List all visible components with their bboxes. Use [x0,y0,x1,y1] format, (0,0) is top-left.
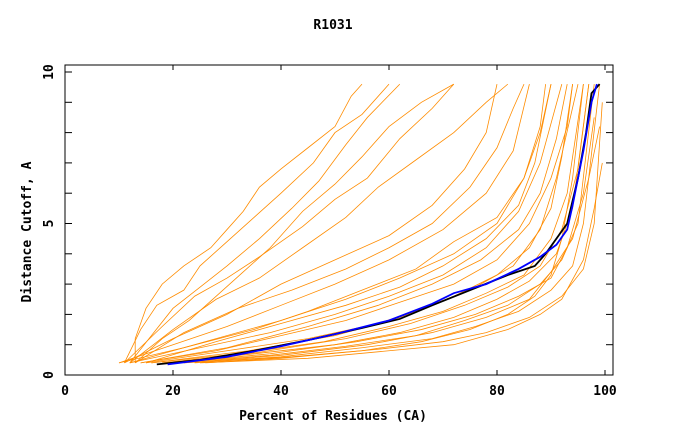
series-line-models-7 [118,84,552,364]
series-line-models-24 [124,83,455,364]
series-group [118,83,603,366]
y-tick-label: 5 [42,220,57,228]
x-tick-label: 0 [61,384,69,399]
y-tick-label: 0 [42,371,57,379]
series-line-models-12 [162,84,590,364]
series-line-models-3 [134,83,454,364]
series-line-models-16 [199,162,603,364]
y-axis-label: Distance Cutoff, A [20,161,35,302]
series-line-models-18 [140,84,568,364]
series-line-models-2 [129,83,401,364]
x-axis-label: Percent of Residues (CA) [239,409,427,424]
series-line-models-19 [129,84,546,364]
y-tick-label: 10 [42,64,57,80]
series-line-models-5 [124,84,498,364]
series-line-models-22 [172,117,595,364]
series-line-highlight-28 [167,83,598,366]
series-line-models-8 [129,84,563,364]
series-line-models-4 [129,83,509,364]
series-line-models-21 [162,84,590,364]
series-line-models-0 [134,83,363,363]
ticks-group: 0 20 40 60 80 100 0 5 10 [42,64,617,399]
series-line-models-1 [124,83,390,364]
chart-title: R1031 [313,18,352,33]
series-line-models-6 [118,84,530,364]
series-line-models-9 [140,84,573,364]
series-line-models-25 [134,83,525,364]
x-tick-label: 80 [489,384,505,399]
x-tick-label: 60 [381,384,397,399]
series-line-models-17 [205,84,584,364]
x-tick-label: 100 [593,384,617,399]
x-tick-label: 40 [273,384,289,399]
series-line-models-20 [151,84,573,364]
series-line-models-13 [172,84,595,364]
series-line-models-10 [145,84,579,364]
plot-frame [64,64,614,376]
series-line-models-26 [145,84,552,364]
x-tick-label: 20 [165,384,181,399]
series-line-models-23 [183,126,600,364]
series-line-models-11 [151,84,584,364]
